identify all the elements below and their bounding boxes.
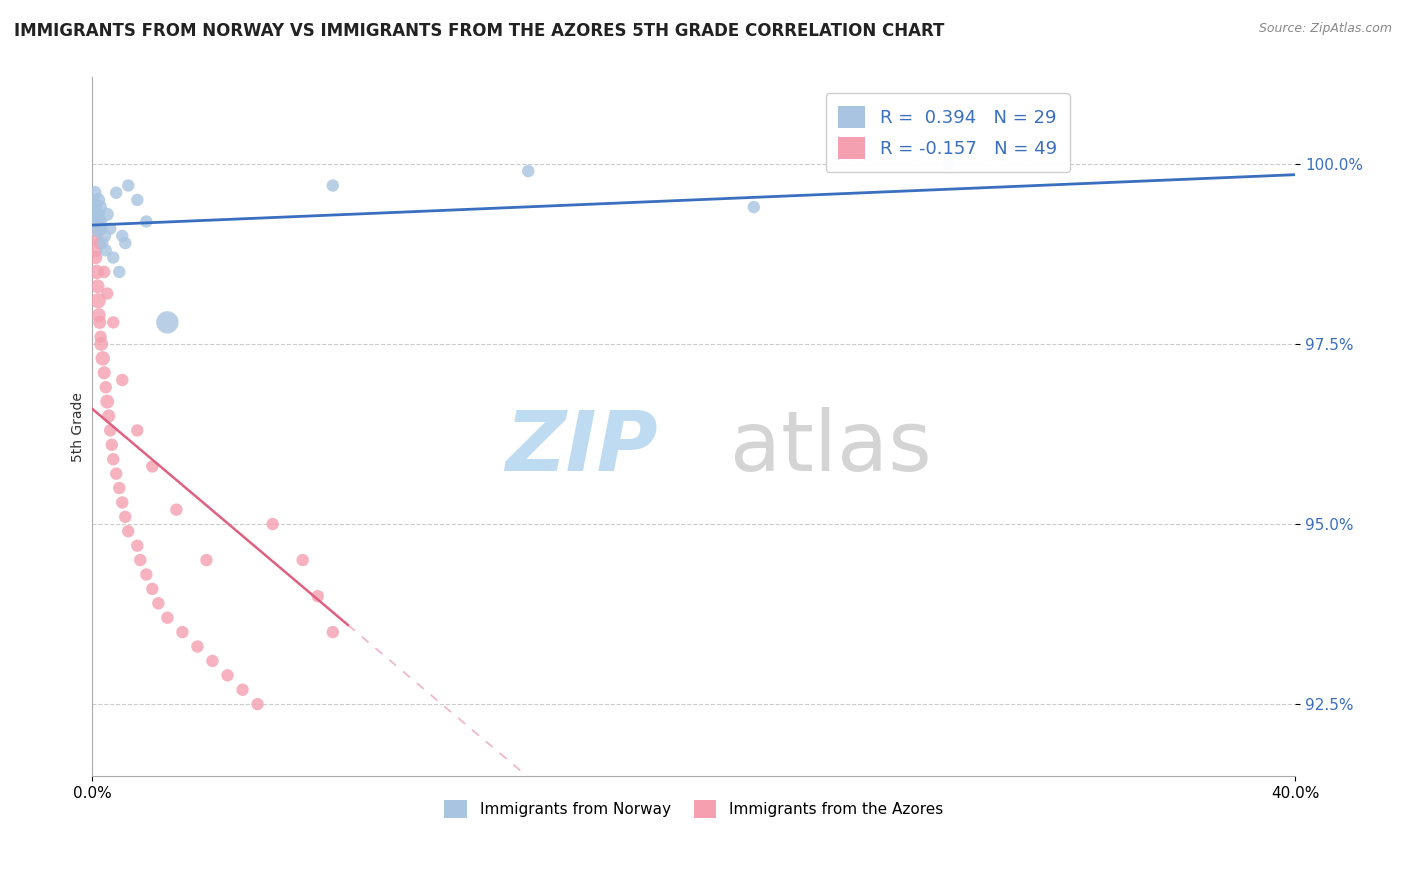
Point [129, 553, 152, 567]
Point [90, 330, 112, 344]
Point [103, 452, 125, 467]
Point [97, 409, 120, 423]
Point [148, 596, 170, 610]
Text: ZIP: ZIP [505, 408, 658, 488]
Point [322, 178, 344, 193]
Point [84, 200, 107, 214]
Point [83, 193, 105, 207]
Point [93, 228, 115, 243]
Point [246, 697, 269, 711]
Point [108, 265, 131, 279]
Point [307, 589, 329, 603]
Point [86, 265, 108, 279]
Point [96, 207, 118, 221]
Point [135, 567, 157, 582]
Point [84, 207, 107, 221]
Point [93, 366, 115, 380]
Point [103, 315, 125, 329]
Point [93, 265, 115, 279]
Y-axis label: 5th Grade: 5th Grade [72, 392, 86, 462]
Point [172, 625, 194, 640]
Point [87, 293, 110, 308]
Point [141, 582, 163, 596]
Point [86, 221, 108, 235]
Point [98, 424, 121, 438]
Point [742, 200, 765, 214]
Text: IMMIGRANTS FROM NORWAY VS IMMIGRANTS FROM THE AZORES 5TH GRADE CORRELATION CHART: IMMIGRANTS FROM NORWAY VS IMMIGRANTS FRO… [14, 22, 945, 40]
Legend: Immigrants from Norway, Immigrants from the Azores: Immigrants from Norway, Immigrants from … [439, 794, 949, 824]
Point [114, 509, 136, 524]
Point [90, 214, 112, 228]
Point [96, 286, 118, 301]
Point [127, 539, 149, 553]
Point [91, 236, 114, 251]
Point [111, 495, 134, 509]
Point [89, 200, 111, 214]
Text: Source: ZipAtlas.com: Source: ZipAtlas.com [1258, 22, 1392, 36]
Point [103, 251, 125, 265]
Point [262, 517, 284, 532]
Point [232, 682, 254, 697]
Point [111, 228, 134, 243]
Point [94, 380, 117, 394]
Point [165, 502, 187, 516]
Text: atlas: atlas [730, 408, 932, 488]
Point [105, 186, 128, 200]
Point [87, 193, 110, 207]
Point [94, 244, 117, 258]
Point [89, 236, 111, 251]
Point [96, 394, 118, 409]
Point [87, 308, 110, 322]
Point [127, 424, 149, 438]
Point [111, 373, 134, 387]
Point [114, 236, 136, 251]
Point [127, 193, 149, 207]
Point [86, 214, 108, 228]
Point [217, 668, 239, 682]
Point [195, 553, 218, 567]
Point [84, 244, 107, 258]
Point [83, 186, 105, 200]
Point [84, 251, 107, 265]
Point [91, 351, 114, 366]
Point [186, 640, 208, 654]
Point [156, 610, 179, 624]
Point [86, 279, 108, 293]
Point [108, 481, 131, 495]
Point [90, 221, 112, 235]
Point [117, 524, 139, 539]
Point [201, 654, 224, 668]
Point [83, 228, 105, 243]
Point [291, 553, 314, 567]
Point [98, 221, 121, 235]
Point [117, 178, 139, 193]
Point [517, 164, 540, 178]
Point [90, 337, 112, 351]
Point [100, 438, 122, 452]
Point [141, 459, 163, 474]
Point [135, 214, 157, 228]
Point [83, 214, 105, 228]
Point [105, 467, 128, 481]
Point [89, 315, 111, 329]
Point [87, 207, 110, 221]
Point [322, 625, 344, 640]
Point [156, 315, 179, 329]
Point [938, 157, 960, 171]
